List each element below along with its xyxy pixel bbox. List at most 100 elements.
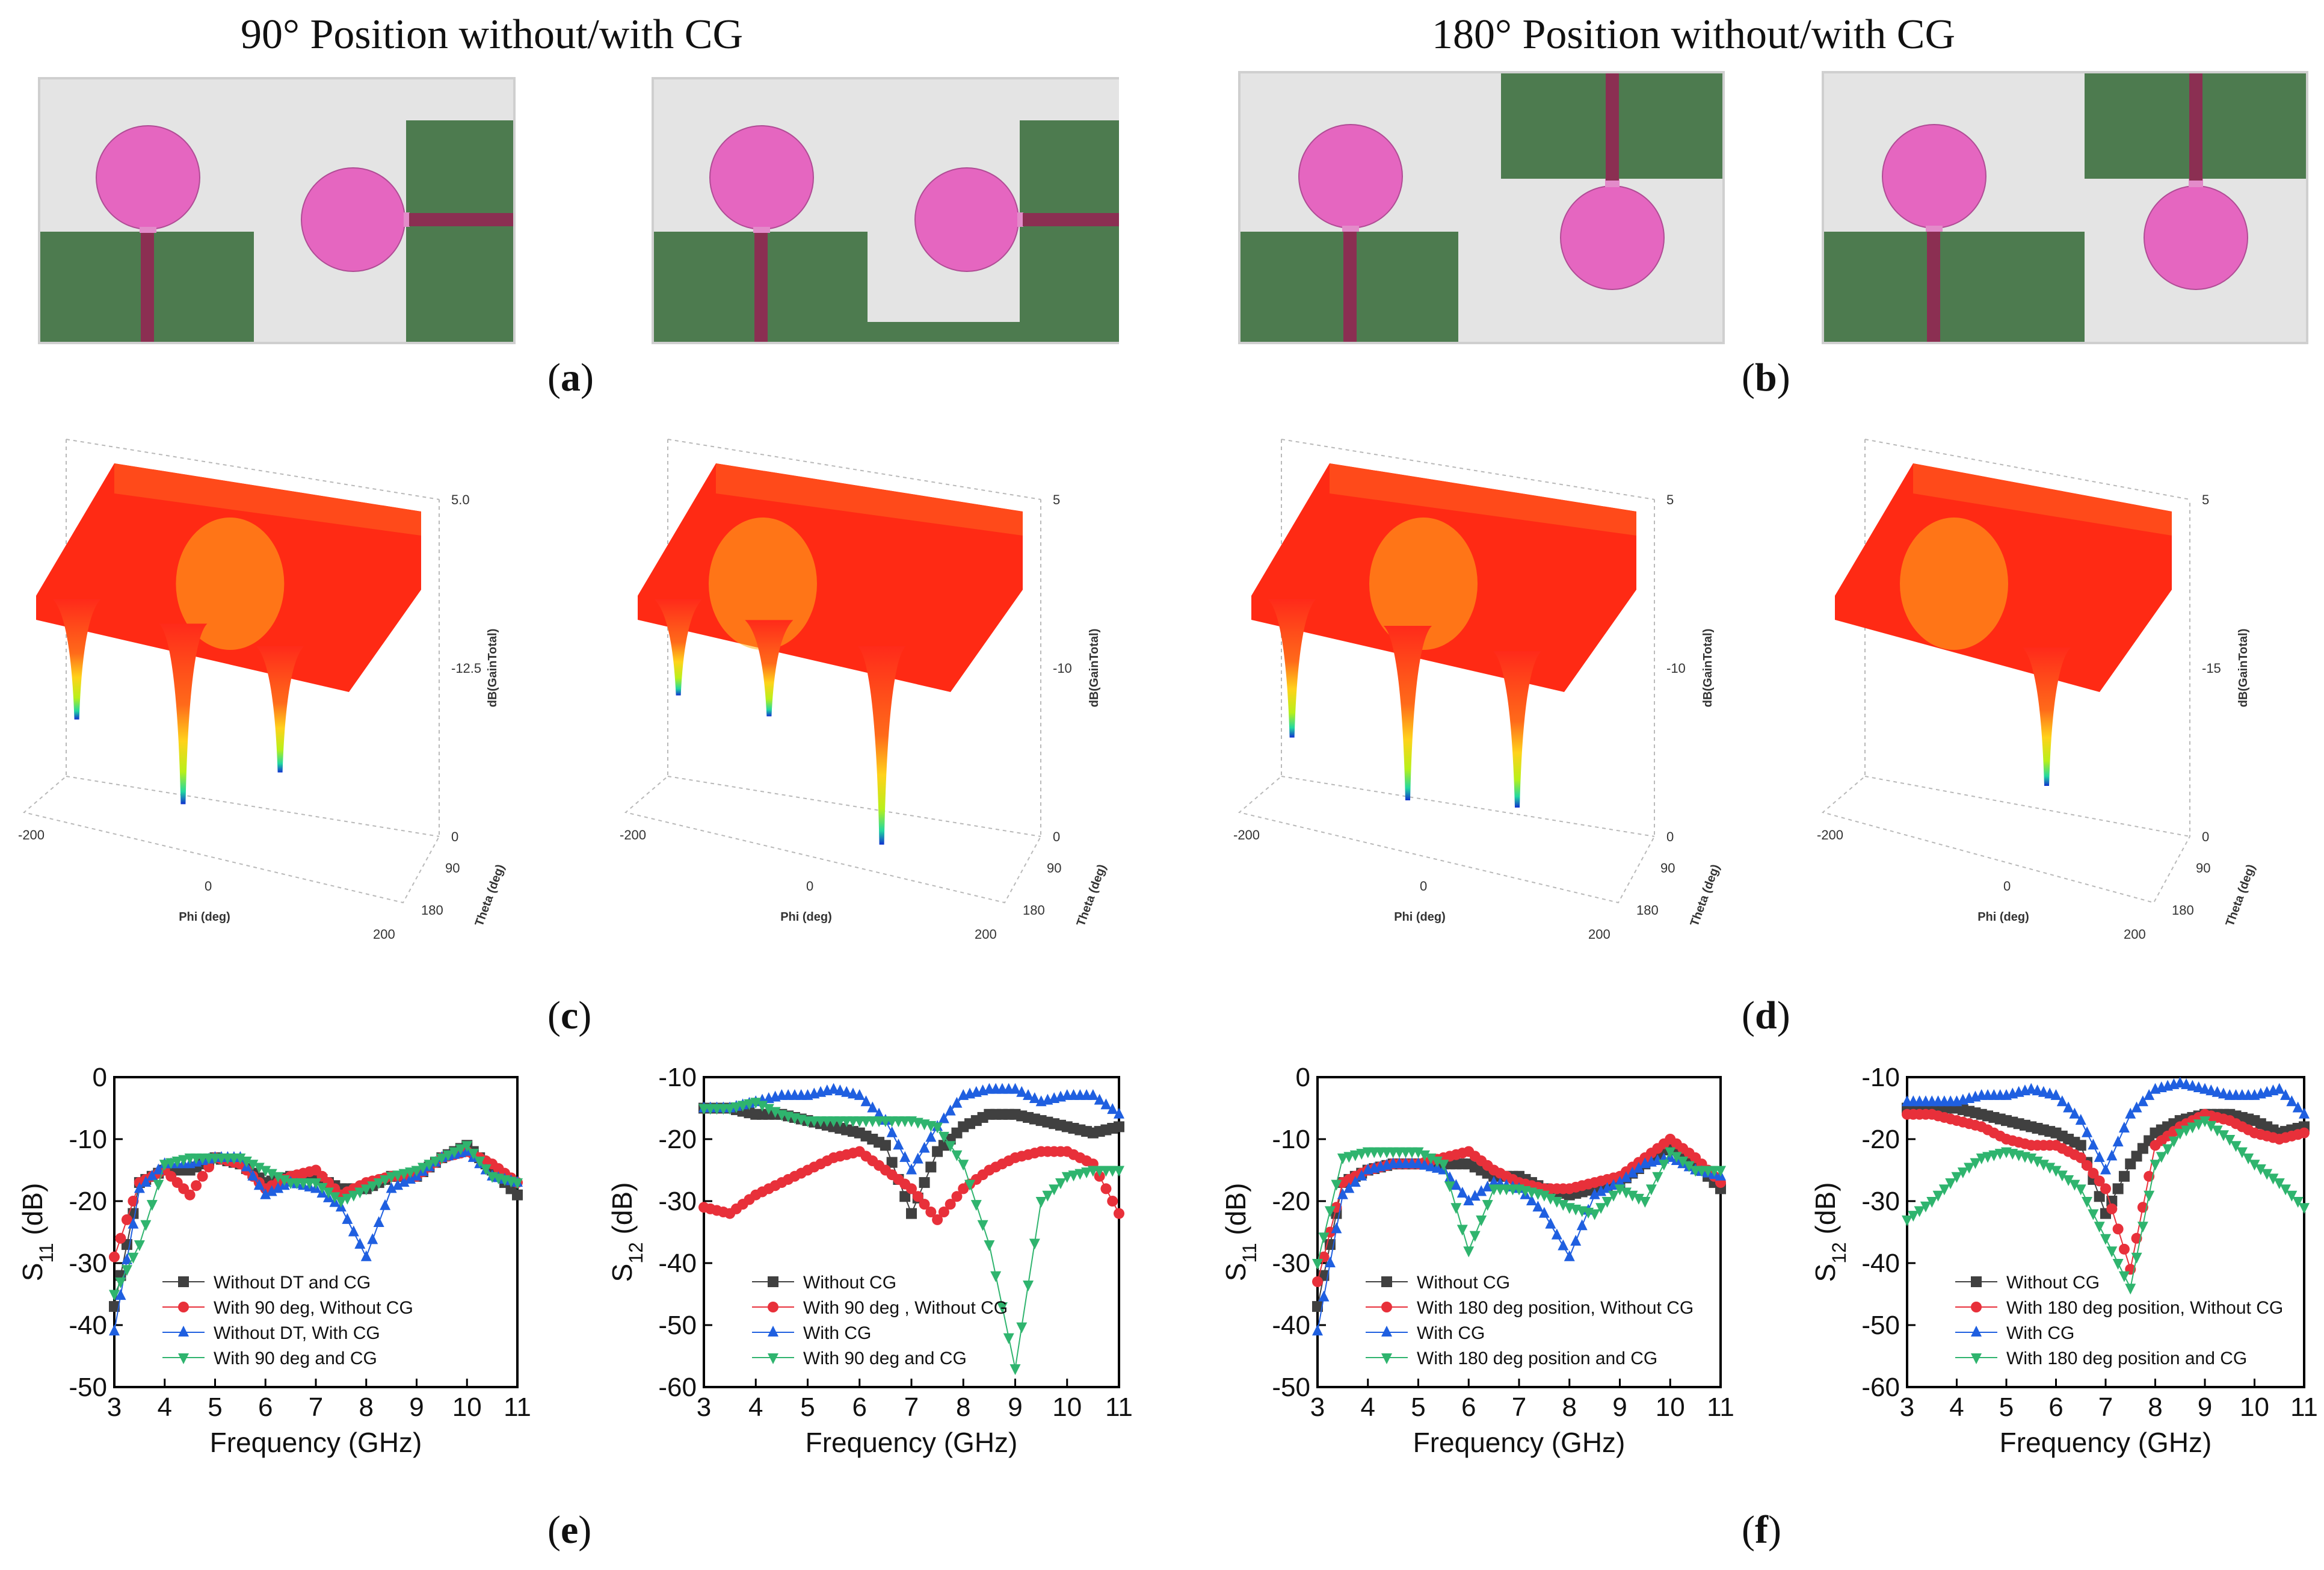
data-point [2280,1089,2292,1100]
data-point [1450,1179,1462,1190]
surface-dip-1 [654,599,703,696]
y-tick-label: -10 [69,1125,107,1154]
legend: Without DT and CG With 90 deg, Without CG… [162,1273,413,1368]
data-point [1652,1172,1663,1183]
data-point [854,1089,865,1100]
data-point [1976,1153,1987,1164]
surface-hump [709,518,817,650]
data-point [348,1190,359,1202]
data-point [430,1157,441,1168]
data-point [2112,1223,2124,1235]
phi-axis: -200 0 200 Phi (deg) [620,827,997,942]
theta-tick-label: 180 [421,903,443,918]
x-tick-label: 6 [2048,1392,2063,1422]
data-point [424,1160,435,1171]
data-point [932,1122,943,1134]
data-point [2088,1167,2099,1179]
data-point [342,1193,353,1205]
data-point [1558,1239,1569,1250]
data-point [461,1141,473,1152]
data-point [2118,1243,2130,1255]
legend-entry: With 180 deg position, Without CG [1417,1298,1694,1318]
x-tick-label: 8 [2148,1392,2162,1422]
data-point [1438,1160,1449,1171]
data-point [906,1208,917,1219]
data-point [1665,1147,1676,1158]
x-tick-label: 11 [1105,1392,1133,1422]
theta-axis-label: Theta (deg) [473,863,508,929]
data-point [1456,1187,1468,1198]
data-point [436,1153,448,1164]
data-point [919,1142,930,1153]
surface-dip-2 [1384,626,1432,800]
data-point [316,1182,328,1194]
x-tick-label: 4 [748,1392,763,1422]
data-point [1683,1161,1695,1172]
data-point [2299,1107,2310,1119]
data-point [1114,1121,1124,1133]
data-point [893,1139,904,1150]
data-point [880,1140,891,1151]
data-point [1444,1171,1455,1182]
data-point [367,1233,378,1244]
data-point [191,1180,202,1191]
y-tick-label: -40 [1272,1311,1310,1340]
data-point [1023,1089,1034,1100]
legend-entry: With CG [2006,1323,2074,1343]
data-point [2267,1173,2279,1185]
data-point [2144,1089,2155,1100]
data-point [1016,1322,1028,1334]
y-tick-label: -40 [658,1249,697,1278]
axis-ticks: 3 4 5 6 7 8 9 10 11 -10 -20 -30 -40 -50 -60 [658,1063,1132,1422]
legend-entry: With 180 deg position and CG [1417,1349,1657,1368]
data-point [1564,1250,1575,1261]
patch-junction-1 [1342,226,1359,232]
data-point [121,1253,132,1264]
legend: Without CG With 90 deg , Without CG With C… [752,1273,1008,1368]
theta-tick-label: 90 [445,861,460,876]
caption-e: (e) [547,1508,592,1552]
surface-dip-3 [1493,651,1541,808]
data-point [411,1166,422,1177]
data-point [178,1155,190,1166]
data-point [2299,1203,2310,1214]
data-point [1324,1256,1336,1267]
data-point [1444,1181,1455,1193]
data-point [1994,1149,2006,1160]
radiating-patch-2 [301,167,405,272]
data-point [1356,1149,1367,1160]
data-point [1570,1234,1582,1246]
data-point [1951,1172,1962,1183]
data-point [1450,1203,1462,1214]
y-axis-label: S11 (dB) [1220,1183,1260,1282]
data-point [1932,1190,1944,1202]
s12-plot-90: 3 4 5 6 7 8 9 10 11 -10 -20 -30 -40 -50 -60 Frequency (… [606,1063,1133,1458]
data-point [1627,1190,1638,1202]
surface-dip-3 [857,646,906,845]
z-axis-label: dB(GainTotal) [2237,629,2250,708]
y-tick-label: -30 [69,1249,107,1278]
z-tick-label: 5 [1666,492,1674,507]
data-point [184,1189,196,1201]
data-point [2075,1114,2086,1125]
data-point [768,1302,778,1312]
data-point [1957,1167,1968,1179]
radiating-patch-1 [96,125,200,230]
data-point [1035,1197,1047,1208]
z-tick-label: -10 [1666,661,1686,676]
data-point [398,1169,410,1180]
phi-axis: -200 0 200 Phi (deg) [1817,827,2146,942]
data-point [2137,1095,2148,1107]
data-point [2100,1183,2111,1194]
data-point [310,1178,321,1190]
data-point [1658,1160,1669,1171]
data-point [1526,1194,1537,1205]
data-point [768,1326,778,1337]
y-tick-label: -30 [658,1187,697,1216]
data-point [2236,1147,2248,1158]
x-tick-label: 7 [904,1392,919,1422]
data-point [757,1101,768,1112]
data-point [1558,1200,1569,1211]
data-point [1476,1185,1487,1196]
data-point [1003,1333,1014,1344]
